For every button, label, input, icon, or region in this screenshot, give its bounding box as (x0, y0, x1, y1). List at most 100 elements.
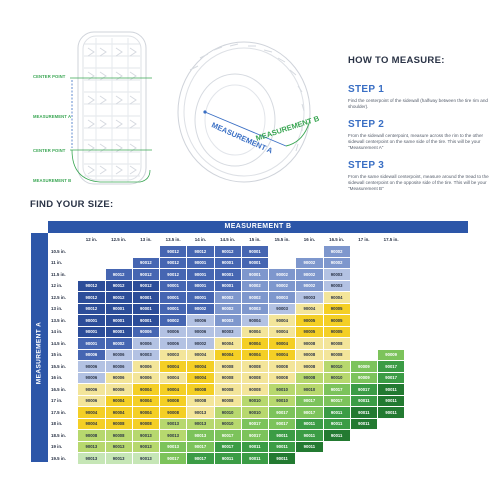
size-cell: 90008 (240, 383, 270, 396)
size-cell (349, 291, 379, 304)
size-cell: 90002 (213, 302, 242, 315)
size-cell (322, 440, 351, 453)
size-cell: 90004 (267, 325, 297, 338)
size-cell: 90004 (295, 302, 324, 315)
size-cell: 90005 (295, 325, 324, 338)
size-cell: 90011 (349, 394, 379, 407)
size-cell: 90013 (186, 429, 215, 442)
size-cell (267, 245, 297, 258)
size-cell: 90004 (158, 360, 188, 373)
size-cell: 90003 (267, 302, 297, 315)
size-cell: 90004 (77, 417, 106, 430)
table-row: 11.5 in. 90012 90012 90012 90001 90001 90001 90… (47, 268, 406, 281)
size-cell: 90008 (295, 337, 324, 350)
size-cell: 90006 (131, 360, 161, 373)
step-1-text: Find the centerpoint of the sidewall (ha… (348, 98, 488, 109)
front-measurement-lines (70, 77, 152, 183)
size-cell: 90003 (131, 348, 161, 361)
size-cell: 90017 (186, 440, 215, 453)
size-cell: 90011 (376, 394, 406, 407)
size-cell: 90004 (186, 348, 215, 361)
size-cell: 90006 (104, 360, 133, 373)
step-3: STEP 3 From the same sidewall centerpoin… (348, 160, 496, 192)
size-cell: 90006 (186, 314, 215, 327)
column-header: 13.5 in. (158, 233, 188, 246)
size-cell (77, 256, 106, 269)
step-3-title: STEP 3 (348, 160, 385, 171)
size-cell: 90001 (213, 256, 242, 269)
size-cell: 90004 (104, 394, 133, 407)
size-cell: 90012 (186, 245, 215, 258)
row-header: 16 in. (47, 371, 79, 384)
size-cell: 90002 (295, 279, 324, 292)
table-row: 13 in. 90012 90001 90001 90001 90002 90002 9000… (47, 302, 406, 315)
step-1: STEP 1 Find the centerpoint of the sidew… (348, 84, 496, 110)
row-header: 14 in. (47, 325, 79, 338)
angled-tire-icon (177, 41, 311, 183)
step-2-text: From the sidewall centerpoint, measure a… (348, 133, 484, 150)
measurement-a-header: MEASUREMENT A (35, 321, 43, 385)
size-cell: 90008 (104, 429, 133, 442)
column-header: 13 in. (131, 233, 161, 246)
size-chart: MEASUREMENT B MEASUREMENT A 12 in. 12.5 i… (31, 221, 468, 465)
size-cell: 90017 (295, 406, 324, 419)
size-cell: 90008 (295, 371, 324, 384)
size-cell (349, 256, 379, 269)
size-cell: 90013 (186, 417, 215, 430)
table-row: 12 in. 90012 90012 90012 90001 90001 90001 9000… (47, 279, 406, 292)
size-cell: 90003 (213, 325, 242, 338)
size-cell: 90010 (267, 383, 297, 396)
table-row: 18.5 in. 90008 90008 90013 90013 90013 90017 90… (47, 429, 406, 442)
size-cell: 90006 (158, 325, 188, 338)
size-cell: 90012 (158, 245, 188, 258)
size-cell: 90006 (131, 371, 161, 384)
size-cell: 90011 (322, 429, 351, 442)
size-cell: 90008 (158, 394, 188, 407)
size-cell: 90006 (77, 383, 106, 396)
size-cell: 90001 (240, 268, 270, 281)
how-to-measure-title: HOW TO MEASURE: (348, 55, 445, 66)
size-cell (376, 452, 406, 465)
size-cell: 90004 (158, 371, 188, 384)
size-cell: 90017 (322, 383, 351, 396)
size-cell (349, 302, 379, 315)
size-cell (376, 429, 406, 442)
table-row: 19.5 in. 90013 90013 90013 90017 90017 90011 90… (47, 452, 406, 465)
tire-diagram: CENTER POINT MEASUREMENT A CENTER POINT … (0, 0, 330, 195)
size-cell: 90004 (267, 337, 297, 350)
size-cell: 90004 (186, 360, 215, 373)
size-cell (322, 452, 351, 465)
row-header: 19.5 in. (47, 452, 79, 465)
table-row: 17.5 in. 90004 90004 90004 90008 90013 90010 90… (47, 406, 406, 419)
size-cell: 90002 (295, 256, 324, 269)
size-cell (349, 429, 379, 442)
size-cell: 90006 (77, 348, 106, 361)
size-cell: 90001 (104, 302, 133, 315)
size-cell: 90004 (186, 371, 215, 384)
size-cell: 90005 (322, 314, 351, 327)
size-cell: 90012 (104, 291, 133, 304)
size-cell: 90009 (349, 371, 379, 384)
size-cell: 90001 (213, 268, 242, 281)
size-cell: 90006 (77, 394, 106, 407)
size-cell: 90010 (240, 406, 270, 419)
size-cell: 90001 (104, 325, 133, 338)
column-header: 17.5 in. (376, 233, 406, 246)
size-cell: 90010 (322, 371, 351, 384)
size-cell: 90011 (267, 440, 297, 453)
size-cell: 90001 (186, 268, 215, 281)
table-row: 14 in. 90001 90001 90006 90006 90006 90003 9000… (47, 325, 406, 338)
size-cell (376, 268, 406, 281)
front-tire-icon (77, 31, 147, 185)
angled-measurement-lines (203, 110, 311, 147)
size-cell: 90001 (77, 337, 106, 350)
row-header: 11 in. (47, 256, 79, 269)
size-cell: 90004 (158, 383, 188, 396)
table-row: 18 in. 90004 90008 90008 90013 90013 90010 9001… (47, 417, 406, 430)
size-cell: 90001 (186, 256, 215, 269)
measurement-b-header: MEASUREMENT B (48, 221, 468, 233)
size-cell: 90008 (131, 417, 161, 430)
corner-cell (47, 233, 79, 246)
column-header: 17 in. (349, 233, 379, 246)
step-3-text: From the same sidewall centerpoint, meas… (348, 174, 489, 191)
